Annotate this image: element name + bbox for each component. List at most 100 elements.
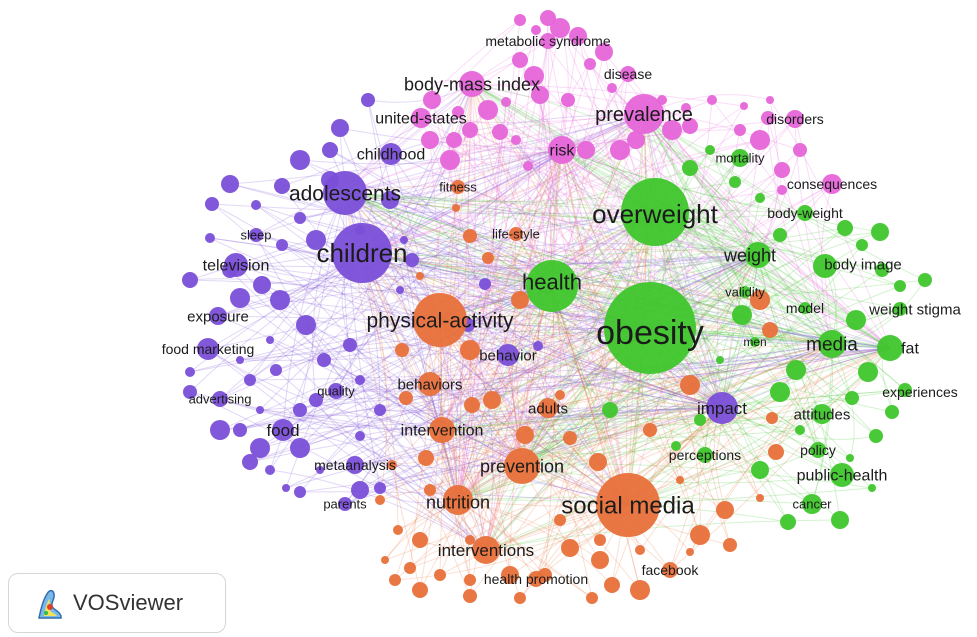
network-edge <box>344 192 381 411</box>
network-edge <box>279 113 645 301</box>
network-edge <box>561 149 806 214</box>
network-edge <box>471 83 761 499</box>
network-node <box>242 454 258 470</box>
network-node <box>595 43 613 61</box>
network-edge <box>455 113 645 209</box>
network-edge <box>689 347 891 553</box>
network-node <box>768 444 784 460</box>
network-node <box>452 204 460 212</box>
network-edge <box>521 265 826 467</box>
network-edge <box>521 269 883 467</box>
network-edge <box>207 348 459 501</box>
network-edge <box>209 237 553 287</box>
network-node <box>361 93 375 107</box>
node-experiences <box>898 383 912 397</box>
node-sleep <box>249 228 263 242</box>
network-edge <box>469 343 833 541</box>
network-edge <box>561 149 881 233</box>
label-media: media <box>806 335 858 356</box>
network-edge <box>282 285 553 431</box>
network-edge <box>643 113 797 371</box>
network-edge <box>643 113 723 409</box>
network-edge <box>299 159 441 321</box>
network-edge <box>635 139 759 256</box>
network-edge <box>515 233 629 506</box>
network-node <box>589 453 607 471</box>
network-edge <box>281 244 443 431</box>
network-node <box>452 106 464 118</box>
network-edge <box>643 113 759 256</box>
network-edge <box>521 347 891 467</box>
network-node <box>446 132 462 148</box>
network-edge <box>439 319 459 501</box>
network-edge <box>329 179 759 256</box>
network-edge <box>239 285 553 431</box>
network-edge <box>471 211 656 406</box>
node-policy <box>810 442 826 458</box>
network-node <box>306 230 326 250</box>
network-edge <box>391 285 553 466</box>
network-edge <box>275 285 553 371</box>
network-edge <box>457 499 593 599</box>
network-edge <box>441 417 801 431</box>
network-edge <box>757 254 819 451</box>
network-edge <box>389 149 563 201</box>
network-edge <box>457 413 823 501</box>
network-edge <box>344 113 645 194</box>
node-disease <box>620 66 636 82</box>
node-overweight <box>621 178 689 246</box>
network-edge <box>551 279 901 310</box>
network-edge <box>361 252 726 511</box>
label-men: men <box>743 335 766 349</box>
network-node <box>290 438 310 458</box>
network-edge <box>457 254 759 501</box>
label-validity: validity <box>725 285 765 300</box>
network-edge <box>344 113 645 194</box>
network-edge <box>361 139 637 254</box>
label-sleep: sleep <box>240 228 271 243</box>
network-node <box>501 566 519 584</box>
network-edge <box>359 435 487 551</box>
network-edge <box>551 285 851 459</box>
network-edge <box>299 149 563 165</box>
network-edge <box>269 339 487 551</box>
network-edge <box>521 314 743 467</box>
network-node <box>253 276 271 294</box>
network-edge <box>344 192 726 511</box>
node-food-marketing <box>197 338 219 360</box>
network-edge <box>457 111 523 467</box>
network-edge <box>535 211 656 580</box>
network-edge <box>335 347 891 392</box>
network-node <box>780 514 796 530</box>
network-edge <box>511 299 523 467</box>
network-edge <box>639 343 833 551</box>
label-prevention: prevention <box>480 456 564 476</box>
network-edge <box>217 284 553 317</box>
network-node <box>732 305 752 325</box>
network-node <box>236 356 244 364</box>
network-edge <box>538 40 553 287</box>
network-node <box>463 589 477 603</box>
label-food-marketing: food marketing <box>162 341 255 357</box>
network-edge <box>319 343 833 471</box>
label-health-promotion: health promotion <box>484 571 588 587</box>
network-node <box>381 556 389 564</box>
network-edge <box>239 414 443 431</box>
network-node <box>396 286 404 294</box>
network-node <box>766 412 778 424</box>
network-edge <box>519 59 723 409</box>
network-edge <box>249 254 759 463</box>
network-edge <box>344 192 801 431</box>
network-node <box>511 291 529 309</box>
network-edge <box>379 407 723 489</box>
network-node <box>464 574 476 586</box>
network-edge <box>771 347 891 419</box>
network-edge <box>469 129 891 349</box>
network-edge <box>767 117 833 345</box>
network-node <box>845 391 859 405</box>
label-body-mass-index: body-mass index <box>404 74 540 94</box>
label-mortality: mortality <box>715 151 765 166</box>
network-edge <box>441 429 677 455</box>
network-edge <box>521 397 853 467</box>
network-edge <box>717 129 741 409</box>
